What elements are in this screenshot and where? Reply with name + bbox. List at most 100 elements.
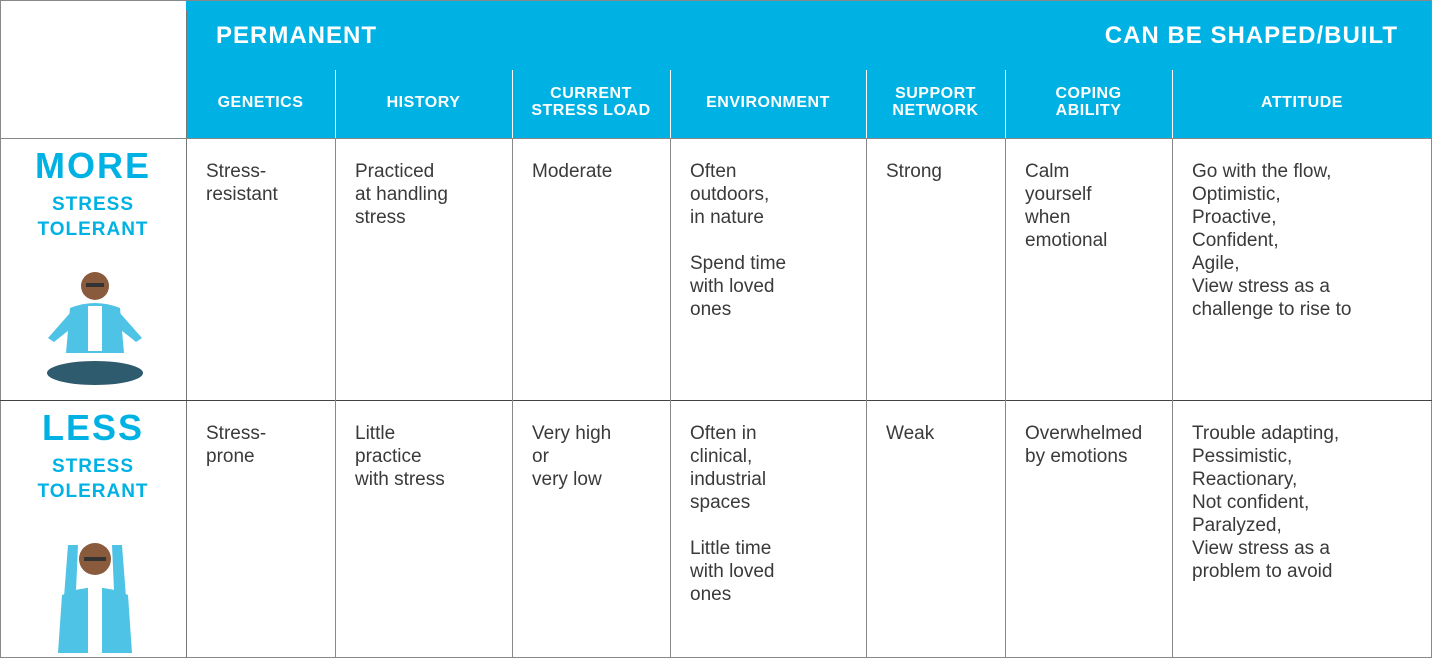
header-right: CAN BE SHAPED/BUILT <box>1104 22 1398 49</box>
col-divider <box>1005 138 1006 658</box>
column-header: SUPPORT NETWORK <box>866 85 1005 119</box>
cell: Overwhelmed by emotions <box>1025 422 1168 491</box>
column-header-line: NETWORK <box>892 102 979 119</box>
cell-line: Confident, <box>1192 230 1279 251</box>
header-col-divider <box>866 70 867 138</box>
cell: Moderate <box>532 160 666 206</box>
cell-line: Stress- <box>206 423 267 444</box>
cell-line: Often in <box>690 423 757 444</box>
paragraph: Spend time with loved ones <box>690 252 862 321</box>
cell-line: when <box>1025 207 1071 228</box>
column-header-line: ENVIRONMENT <box>706 93 830 111</box>
cell-line: Practiced <box>355 161 435 182</box>
cell-line: Calm <box>1025 161 1070 182</box>
col-divider <box>670 138 671 658</box>
cell-line: in nature <box>690 207 764 228</box>
column-header-line: COPING <box>1055 85 1122 102</box>
col-divider <box>335 138 336 658</box>
column-header-line: GENETICS <box>217 93 304 111</box>
row-label: TOLERANT <box>37 218 149 240</box>
col-divider <box>512 138 513 658</box>
col-divider <box>866 138 867 658</box>
header-divider <box>0 138 1432 139</box>
column-header-line: STRESS LOAD <box>531 102 651 119</box>
cell-line: prone <box>206 446 255 467</box>
cell-line: Spend time <box>690 253 787 274</box>
cell: Stress-resistant <box>206 160 331 229</box>
paragraph: Often outdoors, in nature <box>690 160 862 229</box>
cell-line: stress <box>355 207 406 228</box>
cell-line: Stress- <box>206 161 267 182</box>
cell: Weak <box>886 422 1001 468</box>
column-header: GENETICS <box>186 94 335 111</box>
cell: Stress-prone <box>206 422 331 491</box>
row-divider <box>0 400 1432 401</box>
cell-line: emotional <box>1025 230 1108 251</box>
cell: Go with the flow, Optimistic, Proactive, Co… <box>1192 160 1428 344</box>
paragraph: Go with the flow, Optimistic, Proactive, Co… <box>1192 160 1428 321</box>
cell: Often in clinical, industrial spaces Little … <box>690 422 862 629</box>
cell-line: Go with the flow, <box>1192 161 1332 182</box>
cell-line: Very high <box>532 423 612 444</box>
cell-line: ones <box>690 299 732 320</box>
paragraph: Overwhelmed by emotions <box>1025 422 1168 468</box>
column-header: CURRENT STRESS LOAD <box>512 85 670 119</box>
cell-line: at handling <box>355 184 448 205</box>
paragraph: Little time with loved ones <box>690 537 862 606</box>
cell-line: Weak <box>886 423 935 444</box>
cell-line: Strong <box>886 161 942 182</box>
paragraph: Stress-prone <box>206 422 331 468</box>
paragraph: Calm yourself when emotional <box>1025 160 1168 252</box>
column-header: ENVIRONMENT <box>670 94 866 111</box>
cell-line: yourself <box>1025 184 1092 205</box>
cell: Little practice with stress <box>355 422 508 514</box>
header-col-divider <box>1172 70 1173 138</box>
cell: Practiced at handling stress <box>355 160 508 252</box>
calm-figure <box>47 272 143 385</box>
label-divider <box>186 10 187 658</box>
header-col-divider <box>670 70 671 138</box>
paragraph: Little practice with stress <box>355 422 508 491</box>
cell: Trouble adapting, Pessimistic, Reactionary… <box>1192 422 1428 606</box>
paragraph: Practiced at handling stress <box>355 160 508 229</box>
cell-line: clinical, <box>690 446 753 467</box>
cell-line: problem to avoid <box>1192 561 1333 582</box>
cell-line: by emotions <box>1025 446 1128 467</box>
column-header-line: HISTORY <box>386 93 461 111</box>
stressed-figure <box>58 543 132 653</box>
row-label: LESS <box>41 407 145 448</box>
cell-line: Reactionary, <box>1192 469 1298 490</box>
paragraph: Often in clinical, industrial spaces <box>690 422 862 514</box>
column-header-line: SUPPORT <box>895 85 976 102</box>
cell-line: spaces <box>690 492 751 513</box>
paragraph: Very high or very low <box>532 422 666 491</box>
paragraph: Moderate <box>532 160 666 183</box>
header-col-divider <box>512 70 513 138</box>
column-header-line: CURRENT <box>550 85 632 102</box>
cell-line: challenge to rise to <box>1192 299 1352 320</box>
header-col-divider <box>335 70 336 138</box>
cell-line: outdoors, <box>690 184 770 205</box>
paragraph: Weak <box>886 422 1001 445</box>
cell-line: Trouble adapting, <box>1192 423 1340 444</box>
column-header: HISTORY <box>335 94 512 111</box>
paragraph: Stress-resistant <box>206 160 331 206</box>
cell-line: practice <box>355 446 422 467</box>
cell-line: View stress as a <box>1192 276 1330 297</box>
cell-line: with stress <box>355 469 445 490</box>
paragraph: Strong <box>886 160 1001 183</box>
cell-line: Optimistic, <box>1192 184 1281 205</box>
cell: Often outdoors, in nature Spend time with lo… <box>690 160 862 344</box>
cell-line: Proactive, <box>1192 207 1277 228</box>
cell-line: Not confident, <box>1192 492 1310 513</box>
cell-line: View stress as a <box>1192 538 1330 559</box>
cell-line: ones <box>690 584 732 605</box>
column-header-line: ATTITUDE <box>1261 93 1343 111</box>
column-header: ATTITUDE <box>1172 94 1432 111</box>
cell-line: resistant <box>206 184 278 205</box>
cell: Calm yourself when emotional <box>1025 160 1168 275</box>
cell-line: industrial <box>690 469 767 490</box>
cell-line: Pessimistic, <box>1192 446 1293 467</box>
cell-line: with loved <box>690 276 775 297</box>
